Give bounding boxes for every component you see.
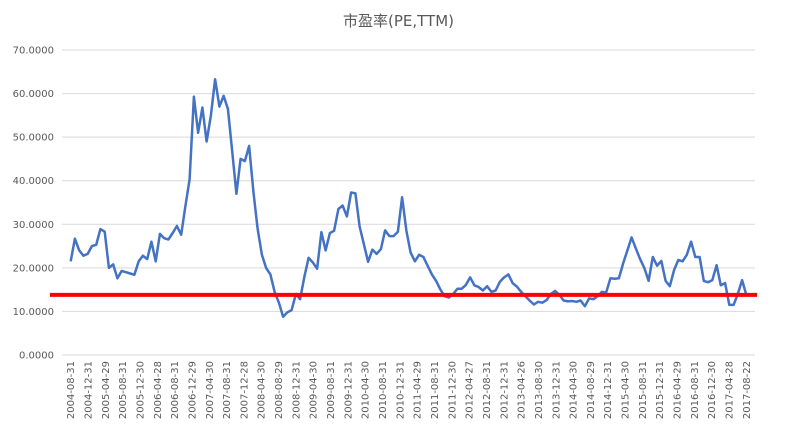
x-axis: 2004-08-31 2004-12-31 2005-04-29 2005-08-31…: [66, 361, 753, 419]
x-tick-label: 2017-08-22: [742, 361, 753, 419]
x-tick-label: 2013-12-31: [551, 361, 562, 419]
x-tick-label: 2008-04-30: [257, 361, 268, 419]
x-tick-label: 2010-12-31: [395, 361, 406, 419]
x-tick-label: 2005-12-30: [135, 361, 146, 419]
y-tick-label: 0.0000: [19, 351, 54, 362]
y-axis: 0.0000 10.0000 20.0000 30.0000 40.0000 50.000…: [13, 46, 54, 362]
x-tick-label: 2009-04-30: [309, 361, 320, 419]
y-tick-label: 60.0000: [13, 89, 54, 100]
gridlines: [62, 49, 755, 356]
y-tick-label: 10.0000: [13, 307, 54, 318]
x-tick-label: 2012-04-27: [465, 361, 476, 419]
pe-series-line: [69, 77, 748, 318]
y-tick-label: 50.0000: [13, 133, 54, 144]
x-tick-label: 2016-12-30: [707, 361, 718, 419]
x-tick-label: 2004-12-31: [83, 361, 94, 419]
x-tick-label: 2013-08-30: [534, 361, 545, 419]
x-tick-label: 2007-04-30: [205, 361, 216, 419]
x-tick-label: 2009-12-31: [343, 361, 354, 419]
x-tick-label: 2007-12-28: [239, 361, 250, 419]
x-tick-label: 2009-08-31: [326, 361, 337, 419]
x-tick-label: 2008-08-29: [274, 361, 285, 419]
x-tick-label: 2014-04-30: [569, 361, 580, 419]
x-tick-label: 2015-04-30: [621, 361, 632, 419]
x-tick-label: 2014-12-31: [603, 361, 614, 419]
x-tick-label: 2006-12-29: [187, 361, 198, 419]
x-tick-label: 2008-12-31: [291, 361, 302, 419]
series-layer: [69, 77, 748, 318]
x-tick-label: 2012-08-31: [482, 361, 493, 419]
x-tick-label: 2004-08-31: [66, 361, 77, 419]
x-tick-label: 2017-04-28: [725, 361, 736, 419]
x-tick-label: 2015-08-31: [638, 361, 649, 419]
x-tick-label: 2015-12-31: [655, 361, 666, 419]
x-tick-label: 2006-08-31: [170, 361, 181, 419]
x-tick-label: 2010-04-30: [361, 361, 372, 419]
x-tick-label: 2011-04-29: [413, 361, 424, 419]
y-tick-label: 30.0000: [13, 220, 54, 231]
y-tick-label: 70.0000: [13, 46, 54, 57]
x-tick-label: 2016-08-31: [690, 361, 701, 419]
x-tick-label: 2011-08-31: [430, 361, 441, 419]
x-tick-label: 2005-08-31: [118, 361, 129, 419]
x-tick-label: 2005-04-29: [101, 361, 112, 419]
x-tick-label: 2011-12-30: [447, 361, 458, 419]
chart-title: 市盈率(PE,TTM): [343, 12, 454, 30]
x-tick-label: 2007-08-31: [222, 361, 233, 419]
y-tick-label: 40.0000: [13, 176, 54, 187]
x-tick-label: 2014-08-29: [586, 361, 597, 419]
x-tick-label: 2006-04-28: [153, 361, 164, 419]
y-tick-label: 20.0000: [13, 263, 54, 274]
x-tick-label: 2013-04-26: [517, 361, 528, 419]
x-tick-label: 2010-08-31: [378, 361, 389, 419]
x-tick-label: 2012-12-31: [499, 361, 510, 419]
x-tick-label: 2016-04-29: [673, 361, 684, 419]
